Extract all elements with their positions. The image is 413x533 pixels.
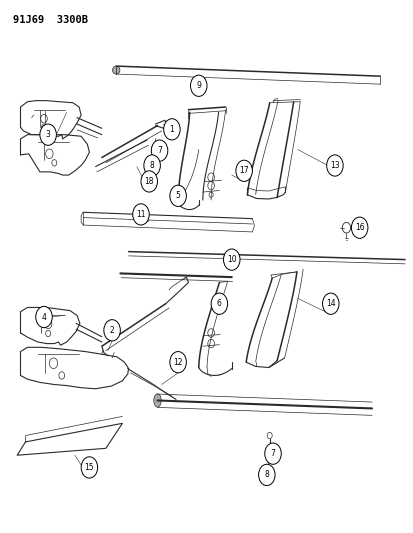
Text: 18: 18 [144,177,154,186]
Circle shape [169,185,186,206]
Circle shape [144,155,160,176]
Circle shape [322,293,338,314]
Circle shape [81,457,97,478]
Text: 8: 8 [264,471,268,479]
Text: 4: 4 [41,312,46,321]
Text: 11: 11 [136,210,145,219]
Text: 8: 8 [150,161,154,170]
Text: 3: 3 [45,130,50,139]
Text: 12: 12 [173,358,183,367]
Circle shape [133,204,149,225]
Circle shape [169,352,186,373]
Circle shape [326,155,342,176]
Circle shape [351,217,367,238]
Ellipse shape [112,66,120,74]
Text: 16: 16 [354,223,363,232]
Text: 9: 9 [196,81,201,90]
Text: 13: 13 [329,161,339,170]
Circle shape [190,75,206,96]
Circle shape [36,306,52,328]
Circle shape [151,140,167,161]
Circle shape [211,293,227,314]
Text: 2: 2 [109,326,114,335]
Circle shape [235,160,252,181]
Ellipse shape [153,394,161,407]
Text: 5: 5 [175,191,180,200]
Circle shape [163,119,180,140]
Circle shape [104,320,120,341]
Circle shape [223,249,240,270]
Circle shape [141,171,157,192]
Circle shape [264,443,280,464]
Text: 7: 7 [270,449,275,458]
Text: 15: 15 [84,463,94,472]
Circle shape [40,124,56,146]
Text: 17: 17 [239,166,248,175]
Text: 6: 6 [216,299,221,308]
Text: 10: 10 [226,255,236,264]
Text: 7: 7 [157,146,161,155]
Text: 14: 14 [325,299,335,308]
Text: 91J69  3300B: 91J69 3300B [13,15,88,25]
Text: 1: 1 [169,125,174,134]
Circle shape [258,464,274,486]
